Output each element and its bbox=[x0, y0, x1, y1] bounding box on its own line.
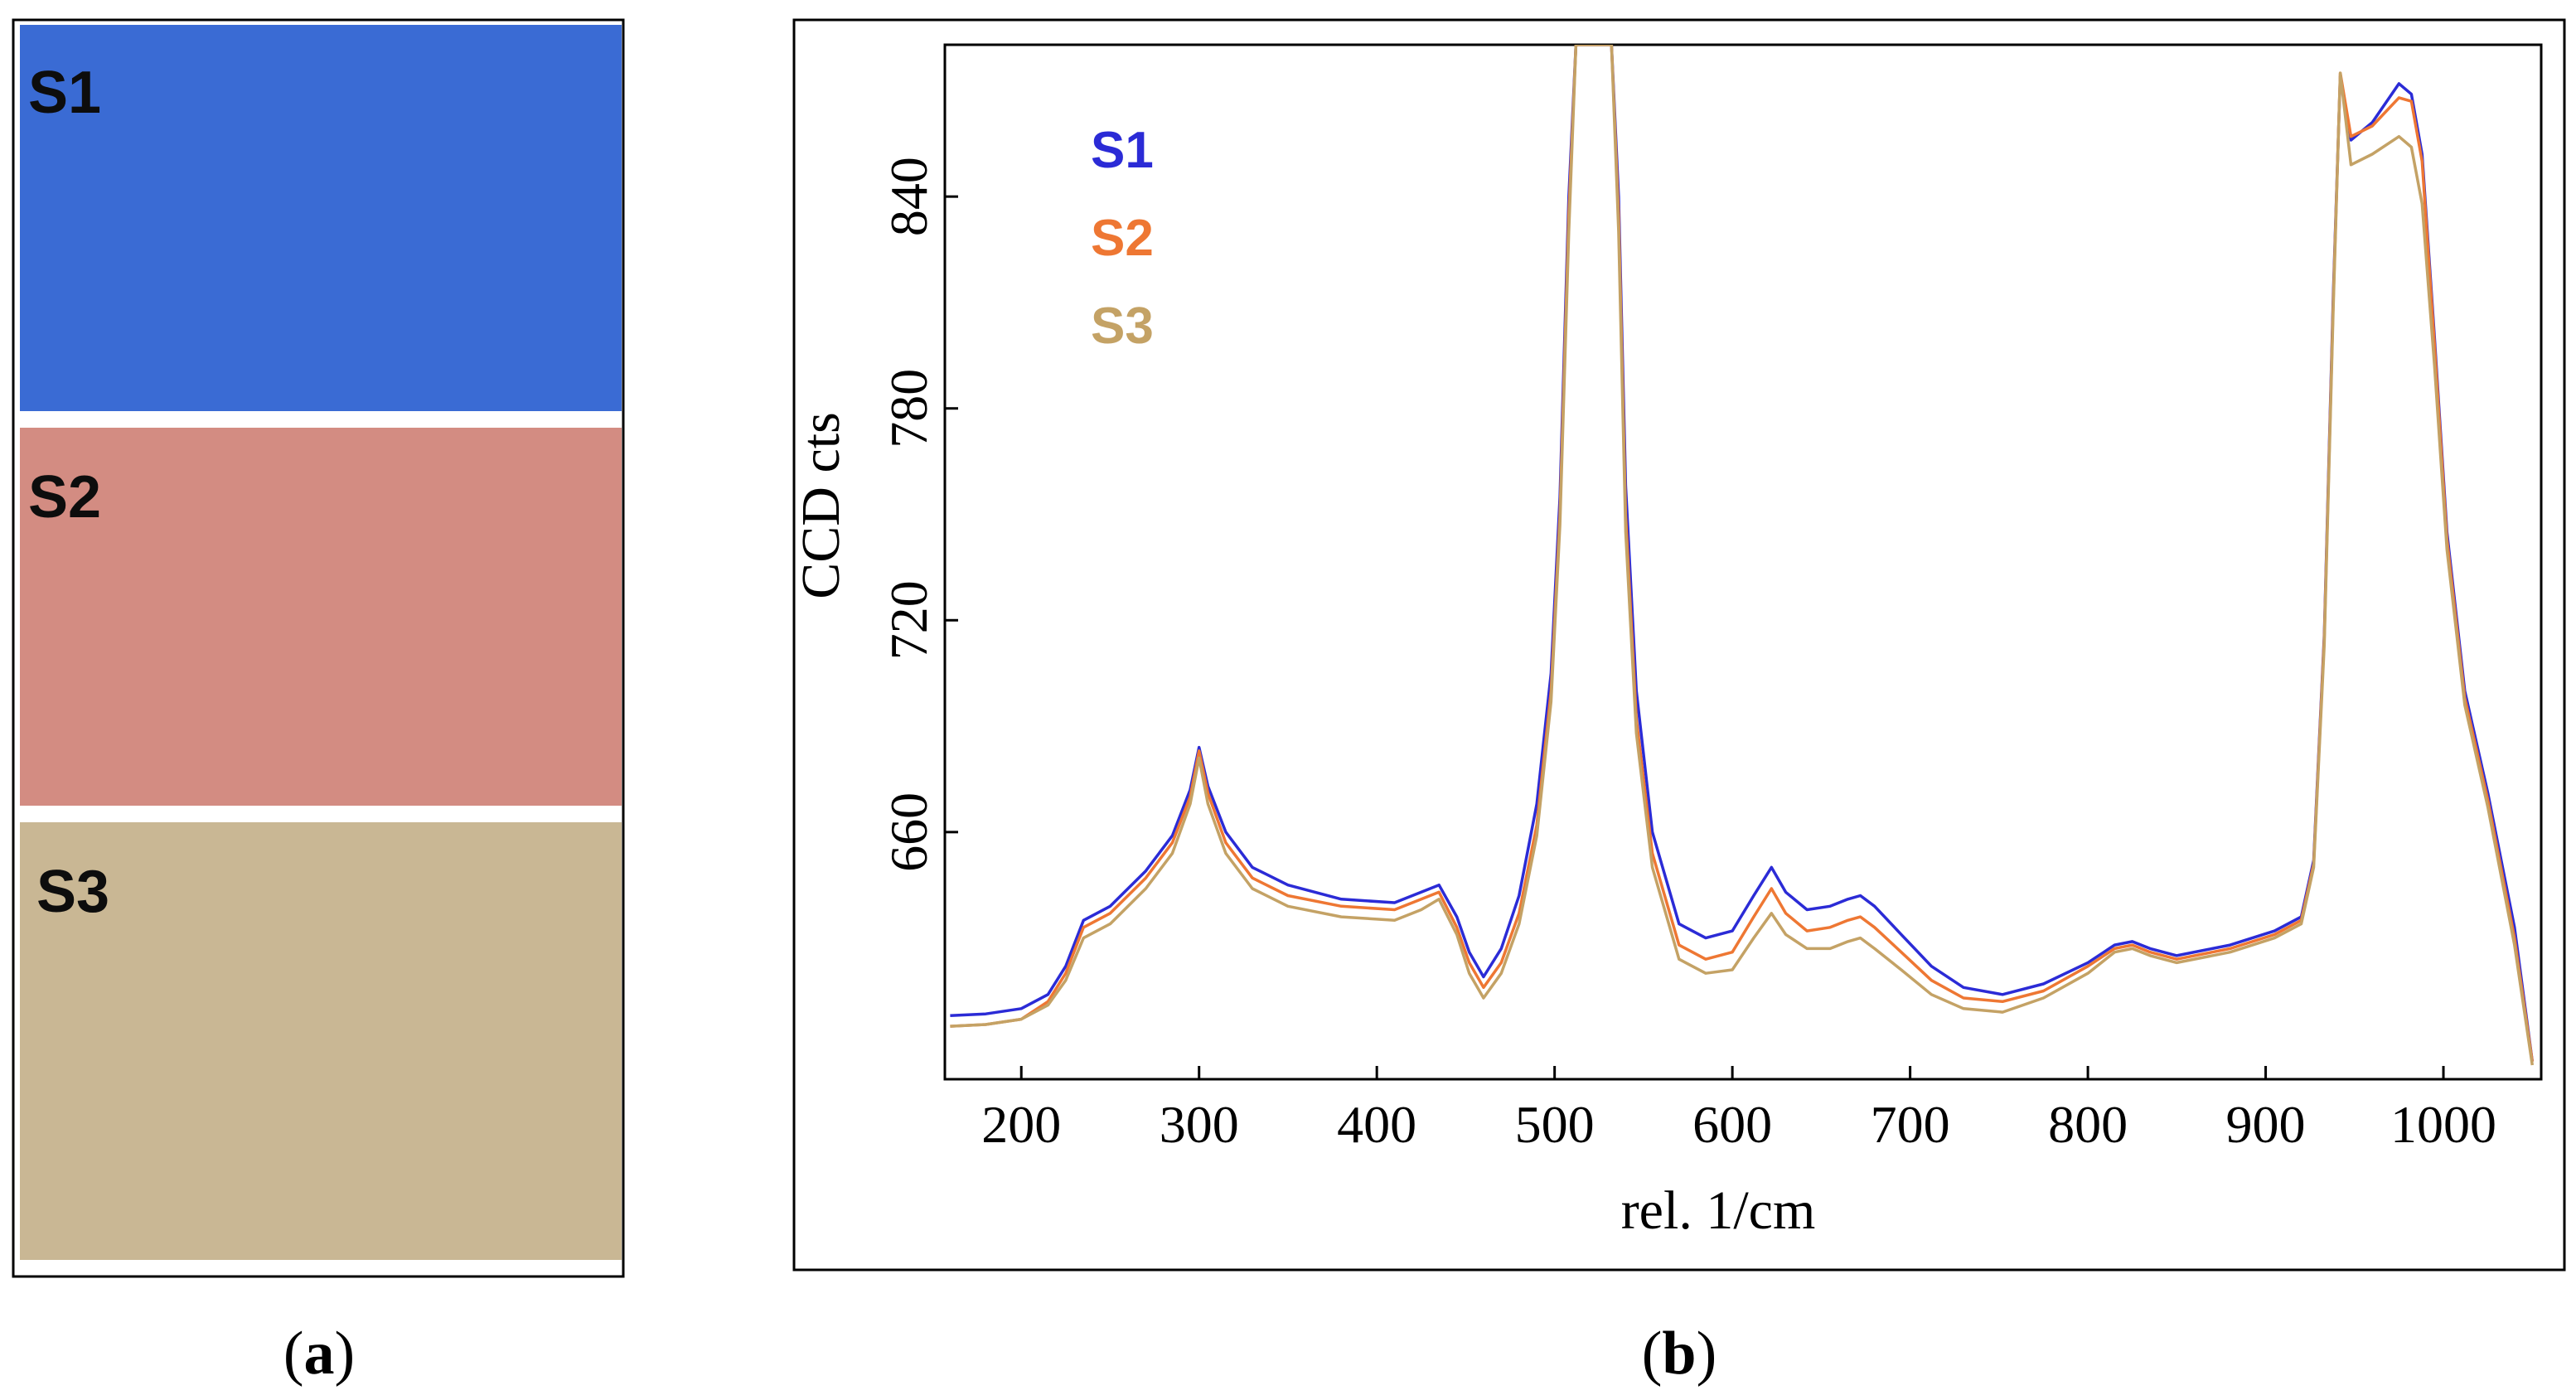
y-axis-title: CCD cts bbox=[791, 412, 851, 599]
swatch-label-s2: S2 bbox=[28, 464, 101, 530]
panel-a-caption: (a) bbox=[283, 1320, 355, 1388]
y-tick-label-660: 660 bbox=[879, 792, 938, 872]
plot-area-frame bbox=[943, 43, 2543, 1081]
x-axis-title: rel. 1/cm bbox=[1621, 1180, 1816, 1241]
x-tick-label-1000: 1000 bbox=[2390, 1095, 2496, 1154]
x-tick-label-700: 700 bbox=[1871, 1095, 1950, 1154]
x-tick-label-900: 900 bbox=[2226, 1095, 2306, 1154]
legend-label-s3: S3 bbox=[1091, 298, 1154, 355]
x-tick-label-500: 500 bbox=[1515, 1095, 1595, 1154]
y-tick-label-780: 780 bbox=[879, 369, 938, 448]
swatch-s2 bbox=[20, 428, 622, 806]
x-tick-label-400: 400 bbox=[1337, 1095, 1416, 1154]
x-tick-label-200: 200 bbox=[981, 1095, 1061, 1154]
swatch-s3 bbox=[20, 822, 622, 1260]
y-tick-label-720: 720 bbox=[879, 580, 938, 660]
panel-b: 200 300 400 500 600 700 800 900 1000 660 720 780 840… bbox=[791, 18, 2566, 1272]
legend-label-s1: S1 bbox=[1091, 122, 1154, 179]
panel-a: S1 S2 S3 bbox=[12, 18, 625, 1278]
x-tick-label-800: 800 bbox=[2048, 1095, 2128, 1154]
swatch-label-s3: S3 bbox=[36, 859, 109, 925]
legend-label-s2: S2 bbox=[1091, 210, 1154, 267]
swatch-label-s1: S1 bbox=[28, 60, 101, 126]
spectrum-chart: 200 300 400 500 600 700 800 900 1000 660 720 780 840 bbox=[879, 43, 2543, 1154]
legend: S1 S2 S3 bbox=[1091, 122, 1154, 355]
panel-b-frame bbox=[792, 18, 2566, 1272]
series-line-s3 bbox=[950, 45, 2535, 1066]
panel-b-caption: (b) bbox=[1642, 1320, 1717, 1388]
x-tick-label-300: 300 bbox=[1160, 1095, 1239, 1154]
y-tick-label-840: 840 bbox=[879, 157, 938, 236]
x-tick-label-600: 600 bbox=[1692, 1095, 1772, 1154]
swatch-s1 bbox=[20, 25, 622, 411]
